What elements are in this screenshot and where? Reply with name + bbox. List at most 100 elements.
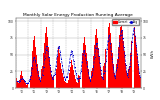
Bar bbox=[22, 76, 23, 88]
Bar bbox=[63, 77, 64, 88]
Bar bbox=[124, 51, 125, 88]
Bar bbox=[102, 79, 103, 88]
Bar bbox=[97, 38, 98, 88]
Bar bbox=[72, 65, 73, 88]
Bar bbox=[61, 69, 62, 88]
Bar bbox=[109, 23, 110, 88]
Bar bbox=[40, 80, 41, 88]
Bar bbox=[138, 66, 139, 88]
Bar bbox=[58, 47, 59, 88]
Bar bbox=[87, 61, 88, 88]
Bar bbox=[60, 63, 61, 88]
Bar bbox=[44, 43, 45, 88]
Bar bbox=[37, 64, 38, 88]
Bar bbox=[35, 47, 36, 88]
Bar bbox=[76, 82, 77, 88]
Bar bbox=[26, 85, 27, 88]
Bar bbox=[34, 36, 35, 88]
Bar bbox=[103, 66, 104, 88]
Bar bbox=[55, 77, 56, 88]
Bar bbox=[91, 71, 92, 88]
Bar bbox=[23, 79, 24, 88]
Bar bbox=[136, 47, 137, 88]
Bar bbox=[139, 75, 140, 88]
Bar bbox=[64, 81, 65, 88]
Bar bbox=[67, 83, 68, 88]
Bar bbox=[115, 76, 116, 88]
Bar bbox=[83, 43, 84, 88]
Bar bbox=[20, 75, 21, 88]
Bar bbox=[78, 75, 79, 88]
Bar bbox=[112, 53, 113, 88]
Bar bbox=[95, 35, 96, 88]
Bar bbox=[135, 37, 136, 88]
Bar bbox=[77, 83, 78, 88]
Bar bbox=[129, 66, 130, 88]
Bar bbox=[126, 71, 127, 88]
Bar bbox=[31, 67, 32, 88]
Bar bbox=[134, 27, 135, 88]
Bar bbox=[25, 83, 26, 88]
Bar bbox=[70, 67, 71, 88]
Bar bbox=[116, 64, 117, 88]
Bar bbox=[80, 66, 81, 88]
Bar bbox=[123, 41, 124, 88]
Bar bbox=[52, 78, 53, 88]
Bar bbox=[94, 45, 95, 88]
Bar bbox=[69, 73, 70, 88]
Bar bbox=[113, 64, 114, 88]
Bar bbox=[132, 31, 133, 88]
Bar bbox=[82, 53, 83, 88]
Bar bbox=[49, 57, 50, 88]
Bar bbox=[45, 33, 46, 88]
Bar bbox=[21, 71, 22, 88]
Bar bbox=[89, 77, 90, 88]
Bar bbox=[73, 70, 74, 88]
Bar bbox=[30, 76, 31, 88]
Bar bbox=[121, 21, 122, 88]
Bar bbox=[16, 78, 17, 88]
Bar bbox=[118, 47, 119, 88]
Bar bbox=[111, 43, 112, 88]
Bar bbox=[107, 37, 108, 88]
Bar bbox=[53, 76, 54, 88]
Bar bbox=[47, 37, 48, 88]
Bar bbox=[38, 71, 39, 88]
Bar bbox=[33, 40, 34, 88]
Bar bbox=[74, 75, 75, 88]
Bar bbox=[110, 33, 111, 88]
Legend: Current, Avg: Current, Avg bbox=[112, 19, 139, 25]
Bar bbox=[86, 53, 87, 88]
Bar bbox=[42, 66, 43, 88]
Bar bbox=[140, 77, 141, 88]
Bar bbox=[71, 60, 72, 88]
Bar bbox=[28, 79, 29, 88]
Bar bbox=[104, 63, 105, 88]
Bar bbox=[59, 53, 60, 88]
Bar bbox=[17, 81, 18, 88]
Y-axis label: kWh: kWh bbox=[150, 48, 154, 58]
Title: Monthly Solar Energy Production Running Average: Monthly Solar Energy Production Running … bbox=[24, 13, 133, 17]
Bar bbox=[65, 82, 66, 88]
Bar bbox=[36, 55, 37, 88]
Bar bbox=[128, 69, 129, 88]
Bar bbox=[41, 69, 42, 88]
Bar bbox=[99, 57, 100, 88]
Bar bbox=[101, 76, 102, 88]
Bar bbox=[62, 73, 63, 88]
Bar bbox=[120, 27, 121, 88]
Bar bbox=[24, 81, 25, 88]
Bar bbox=[137, 56, 138, 88]
Bar bbox=[51, 75, 52, 88]
Bar bbox=[114, 73, 115, 88]
Bar bbox=[100, 67, 101, 88]
Bar bbox=[127, 75, 128, 88]
Bar bbox=[88, 69, 89, 88]
Bar bbox=[68, 80, 69, 88]
Bar bbox=[43, 53, 44, 88]
Bar bbox=[48, 47, 49, 88]
Bar bbox=[66, 83, 67, 88]
Bar bbox=[92, 68, 93, 88]
Bar bbox=[32, 51, 33, 88]
Bar bbox=[98, 48, 99, 88]
